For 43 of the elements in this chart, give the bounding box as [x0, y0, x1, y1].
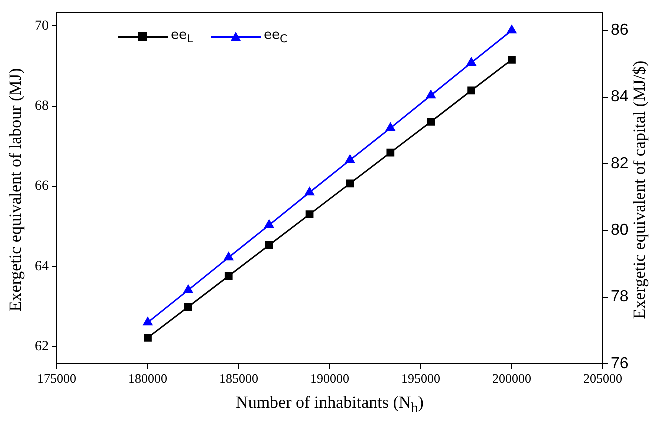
point: [508, 56, 516, 64]
point: [426, 90, 436, 99]
point: [144, 334, 152, 342]
point: [427, 118, 436, 126]
point: [386, 148, 395, 157]
point: [507, 25, 517, 34]
point: [184, 285, 194, 294]
x-tick-label: 185000: [220, 371, 258, 386]
y2-tick-label: 78: [611, 288, 629, 306]
y-tick-label: 62: [35, 339, 49, 354]
y-axis-title: Exergetic equivalent of labour (MJ): [6, 68, 26, 312]
y2-axis-title: Exergetic equivalent of capital (MJ/$): [630, 60, 650, 320]
legend-label: ee$_{C}$: [264, 28, 288, 46]
x-tick-label: 205000: [584, 371, 622, 386]
point: [224, 252, 234, 261]
point: [265, 241, 274, 250]
point: [305, 187, 314, 196]
legend-label: ee$_{L}$: [171, 28, 194, 46]
point: [306, 210, 314, 218]
point: [466, 58, 476, 66]
y-tick-label: 64: [35, 259, 49, 274]
x-tick-label: 190000: [310, 371, 350, 386]
point: [184, 303, 192, 312]
point: [386, 123, 396, 132]
x-tick-label: 195000: [402, 371, 440, 386]
y2-tick-label: 82: [611, 155, 629, 172]
x-tick-label: 175000: [38, 371, 76, 386]
y2-tick-label: 86: [611, 22, 629, 40]
point: [264, 220, 274, 228]
y2-tick-label: 80: [611, 222, 629, 240]
point: [346, 155, 355, 164]
y2-tick-label: 84: [611, 88, 629, 106]
point: [468, 86, 476, 95]
point: [143, 317, 153, 326]
point: [224, 272, 233, 280]
x-tick-label: 180000: [128, 371, 168, 386]
x-axis-title: Number of inhabitants (N$_{h}$): [235, 393, 425, 418]
y2-tick-label: 76: [611, 355, 629, 372]
y-tick-label: 68: [35, 99, 49, 114]
x-tick-label: 200000: [492, 371, 532, 386]
y-tick-label: 66: [35, 179, 49, 194]
y-tick-label: 70: [35, 18, 49, 34]
point: [346, 180, 354, 188]
